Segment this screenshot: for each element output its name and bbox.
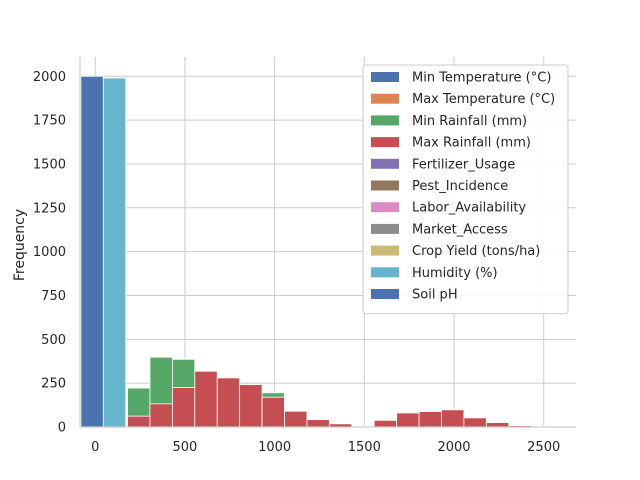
x-tick-label: 2500 <box>527 440 560 455</box>
legend-label-min-rainfall-mm: Min Rainfall (mm) <box>412 114 527 129</box>
legend-label-market-access: Market_Access <box>412 222 508 237</box>
y-axis-label: Frequency <box>12 209 28 281</box>
bar-max-rainfall-mm <box>261 396 285 428</box>
y-tick-label: 0 <box>58 421 66 436</box>
legend-swatch-humidity <box>371 267 399 278</box>
bar-max-rainfall-mm <box>441 409 465 428</box>
legend-swatch-fertilizer-usage <box>371 158 399 169</box>
legend-label-soil-ph: Soil pH <box>412 288 458 303</box>
bar-max-rainfall-mm <box>149 403 173 428</box>
legend-box <box>362 64 569 315</box>
legend-swatch-crop-yield-tons-ha <box>371 245 399 256</box>
legend-label-pest-incidence: Pest_Incidence <box>412 179 508 194</box>
y-tick-label: 1250 <box>33 201 66 216</box>
y-tick-label: 500 <box>41 333 66 348</box>
legend-label-max-rainfall-mm: Max Rainfall (mm) <box>412 136 531 151</box>
legend-swatch-soil-ph <box>371 289 399 299</box>
x-tick-label: 500 <box>173 440 198 455</box>
legend-label-fertilizer-usage: Fertilizer_Usage <box>412 157 515 172</box>
bar-max-rainfall-mm <box>127 415 151 428</box>
bar-humidity <box>102 77 127 428</box>
bar-max-rainfall-mm <box>396 412 420 428</box>
legend-label-min-temperature-c: Min Temperature (°C) <box>412 71 551 86</box>
bar-max-rainfall-mm <box>284 410 308 428</box>
legend-swatch-min-rainfall-mm <box>371 115 399 126</box>
bar-min-temperature-c <box>80 75 104 428</box>
legend-label-max-temperature-c: Max Temperature (°C) <box>412 92 555 107</box>
bar-max-rainfall-mm <box>239 384 263 428</box>
bar-max-rainfall-mm <box>171 387 196 428</box>
bar-max-rainfall-mm <box>216 377 241 428</box>
legend: Min Temperature (°C) Max Temperature (°C)… <box>362 64 569 315</box>
legend-label-crop-yield-tons-ha: Crop Yield (tons/ha) <box>412 244 540 259</box>
x-tick-label: 1000 <box>258 440 291 455</box>
tick-labels: 0 500 1000 1500 2000 2500 0 250 500 750 1000 1250 15… <box>33 70 560 455</box>
bar-max-rainfall-mm <box>418 411 442 428</box>
bars <box>80 75 554 428</box>
bar-max-rainfall-mm <box>463 417 487 428</box>
x-tick-label: 0 <box>91 440 99 455</box>
bar-max-rainfall-mm <box>306 419 330 428</box>
y-tick-label: 1000 <box>33 245 66 260</box>
legend-swatch-max-rainfall-mm <box>371 137 399 148</box>
legend-label-humidity: Humidity (%) <box>412 266 498 281</box>
y-tick-label: 1750 <box>33 114 66 129</box>
y-tick-label: 750 <box>41 289 66 304</box>
legend-swatch-market-access <box>371 223 399 234</box>
legend-swatch-pest-incidence <box>371 180 399 191</box>
x-tick-label: 2000 <box>437 440 470 455</box>
bar-max-rainfall-mm <box>485 422 510 428</box>
legend-swatch-labor-availability <box>371 202 399 213</box>
legend-swatch-min-temperature-c <box>371 72 399 82</box>
legend-swatch-max-temperature-c <box>371 93 399 104</box>
y-tick-label: 250 <box>41 377 66 392</box>
bar-max-rainfall-mm <box>194 370 218 428</box>
axes <box>79 57 576 428</box>
y-tick-label: 2000 <box>33 70 66 85</box>
bar-max-rainfall-mm <box>373 419 398 428</box>
x-tick-label: 1500 <box>348 440 381 455</box>
y-tick-label: 1500 <box>33 157 66 172</box>
legend-label-labor-availability: Labor_Availability <box>412 201 526 216</box>
